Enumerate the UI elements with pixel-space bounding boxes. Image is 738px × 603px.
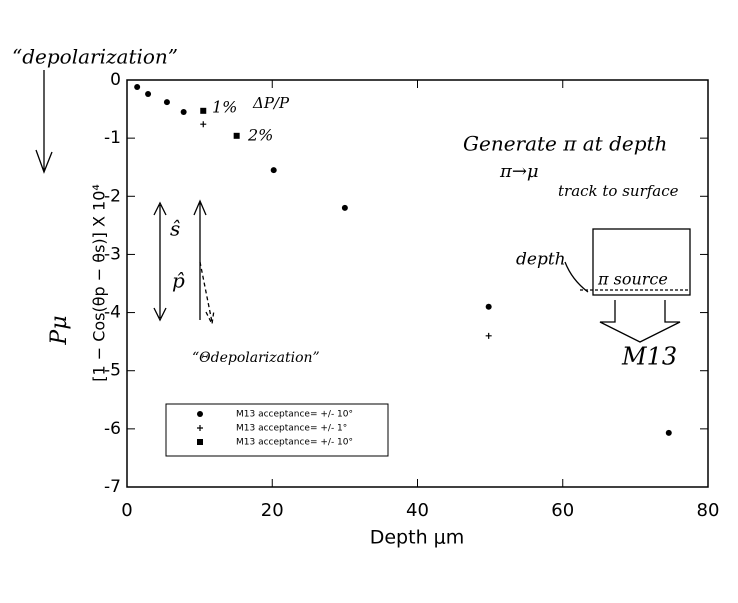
point	[485, 332, 492, 339]
x-tick-label: 60	[551, 500, 574, 521]
legend-label: M13 acceptance= +/- 10°	[236, 438, 353, 448]
annotation: “depolarization”	[12, 45, 178, 69]
y-tick-label: -6	[104, 419, 121, 439]
point	[134, 83, 141, 90]
x-tick-label: 20	[261, 500, 284, 521]
annotation: Generate π at depth	[463, 132, 667, 156]
annotation: Pμ	[47, 315, 72, 345]
x-tick-label: 0	[121, 500, 132, 521]
arrow	[199, 261, 215, 327]
y-tick-label: -5	[104, 361, 121, 381]
arrow	[153, 201, 167, 322]
annotation: track to surface	[558, 182, 679, 200]
arrow	[193, 199, 207, 320]
annotation: π source	[597, 270, 668, 289]
point	[233, 132, 240, 139]
x-tick-label: 80	[697, 500, 720, 521]
annotation: p̂	[172, 269, 185, 293]
annotation: 1%	[212, 98, 237, 117]
arrow	[564, 261, 589, 293]
legend-label: M13 acceptance= +/- 1°	[236, 424, 347, 434]
y-tick-label: -3	[104, 244, 121, 264]
annotation: ΔP/P	[252, 94, 290, 112]
legend-frame	[165, 403, 389, 457]
annotation: π→μ	[499, 161, 539, 182]
point	[197, 411, 203, 417]
annotation: 2%	[247, 126, 273, 145]
legend-label: M13 acceptance= +/- 10°	[236, 410, 353, 420]
point	[485, 303, 492, 310]
point	[197, 439, 203, 445]
arrow	[35, 70, 53, 174]
y-tick-label: -4	[104, 303, 121, 323]
x-axis-label: Depth μm	[370, 527, 465, 549]
annotation: “Θdepolarization”	[192, 350, 320, 366]
point	[665, 429, 672, 436]
point	[270, 167, 277, 174]
point	[145, 90, 152, 97]
point	[180, 108, 187, 115]
point	[197, 425, 203, 431]
source-box	[592, 228, 691, 296]
annotation: ŝ	[170, 217, 180, 241]
y-tick-label: 0	[110, 70, 121, 90]
y-axis-label: [1 − Cos(θp − θs)] X 10⁴	[90, 184, 109, 382]
point	[163, 99, 170, 106]
y-tick-label: -1	[104, 128, 121, 148]
y-tick-label: -2	[104, 186, 121, 206]
x-tick-label: 40	[406, 500, 429, 521]
y-tick-label: -7	[104, 477, 121, 497]
sketch	[35, 70, 691, 343]
annotation: depth	[516, 250, 566, 270]
point	[341, 204, 348, 211]
point	[200, 107, 207, 114]
annotation: M13	[621, 343, 677, 371]
down-arrow	[599, 300, 681, 343]
point	[200, 121, 207, 128]
